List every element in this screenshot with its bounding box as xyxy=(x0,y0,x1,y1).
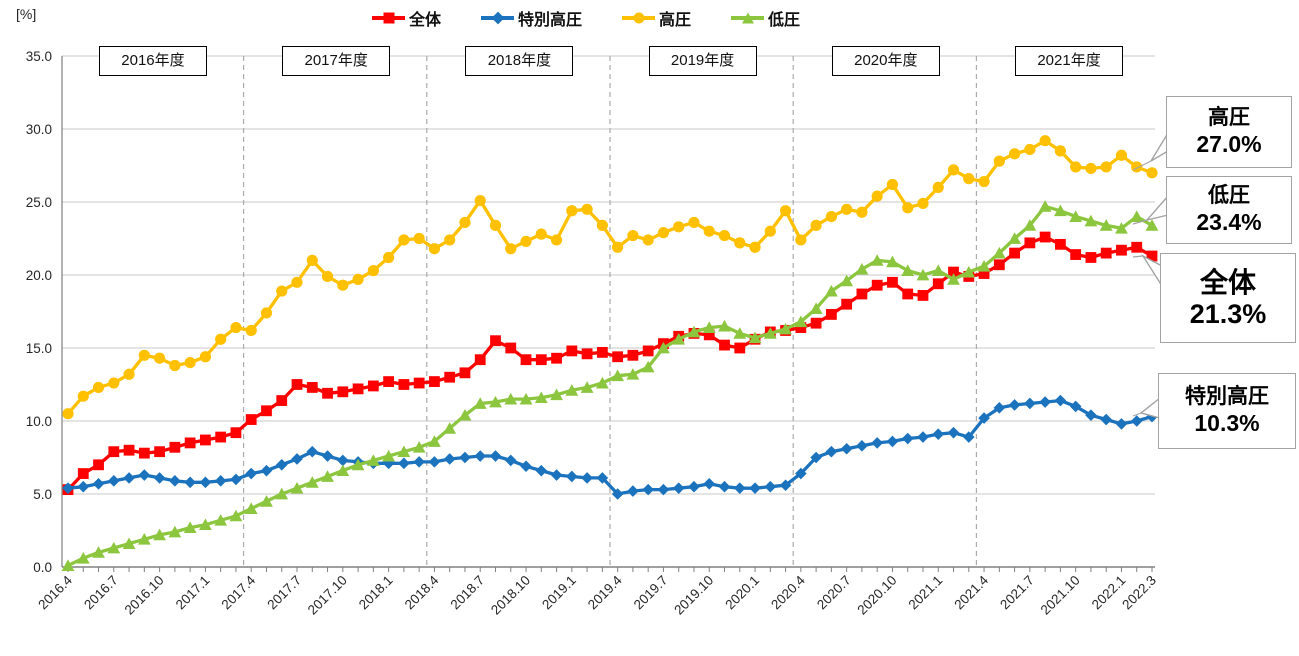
x-tick-label: 2017.10 xyxy=(305,573,350,618)
legend-line-tokubetsu-koatsu xyxy=(481,11,515,25)
y-tick-label: 5.0 xyxy=(33,487,52,502)
x-tick-label: 2019.4 xyxy=(585,572,625,612)
legend-line-teiatsu xyxy=(731,12,765,24)
legend-line-koatsu xyxy=(622,12,656,24)
square-marker-icon xyxy=(383,12,394,24)
y-axis-unit-label: [%] xyxy=(16,6,37,22)
callout-tokubetsu-koatsu: 特別高圧 10.3% xyxy=(1158,373,1296,449)
y-tick-label: 35.0 xyxy=(26,49,52,64)
legend-label-tokubetsu-koatsu: 特別高圧 xyxy=(518,12,583,29)
x-tick-label: 2018.7 xyxy=(448,573,488,613)
x-tick-label: 2019.10 xyxy=(671,573,716,618)
callout-koatsu: 高圧 27.0% xyxy=(1166,96,1292,168)
callout-teiatsu-value: 23.4% xyxy=(1196,208,1262,235)
x-tick-label: 2020.1 xyxy=(722,573,762,613)
x-tick-label: 2022.3 xyxy=(1119,573,1159,613)
x-tick-label: 2016.4 xyxy=(35,572,75,612)
legend-item-teiatsu: 低圧 xyxy=(731,6,800,30)
x-tick-label: 2020.7 xyxy=(814,573,854,613)
y-tick-label: 0.0 xyxy=(33,560,52,575)
callout-koatsu-value: 27.0% xyxy=(1196,130,1262,157)
series-teiatsu-line xyxy=(67,204,1153,567)
x-tick-label: 2021.10 xyxy=(1038,573,1083,618)
year-box-2017: 2017年度 xyxy=(282,46,391,76)
callout-zentai: 全体 21.3% xyxy=(1160,253,1296,343)
legend-line-zentai xyxy=(372,12,405,24)
legend-item-koatsu: 高圧 xyxy=(622,6,691,30)
callout-teiatsu-title: 低圧 xyxy=(1208,184,1250,208)
year-box-2020: 2020年度 xyxy=(831,46,940,76)
year-box-2021: 2021年度 xyxy=(1015,46,1124,76)
series-koatsu xyxy=(62,135,1158,420)
circle-marker-icon xyxy=(633,12,645,24)
x-tick-label: 2021.7 xyxy=(997,573,1037,613)
x-tick-label: 2017.4 xyxy=(219,572,259,612)
y-tick-label: 10.0 xyxy=(26,414,52,429)
year-box-2016: 2016年度 xyxy=(98,46,207,76)
year-separators xyxy=(242,56,978,567)
legend-label-zentai: 全体 xyxy=(409,12,442,29)
y-tick-label: 20.0 xyxy=(26,268,52,283)
y-tick-label: 30.0 xyxy=(26,122,52,137)
x-tick-label: 2020.4 xyxy=(768,572,808,612)
y-tick-label: 15.0 xyxy=(26,341,52,356)
x-tick-label: 2017.1 xyxy=(173,573,213,613)
legend-item-tokubetsu-koatsu: 特別高圧 xyxy=(481,6,582,30)
x-axis: 2016.4 2016.7 2016.10 2017.1 2017.4 2017.7 201… xyxy=(35,567,1159,618)
callout-zentai-title: 全体 xyxy=(1199,266,1256,298)
y-tick-label: 25.0 xyxy=(26,195,52,210)
x-tick-label: 2018.4 xyxy=(402,572,442,612)
triangle-marker-icon xyxy=(741,12,754,24)
x-tick-label: 2021.1 xyxy=(906,573,946,613)
x-tick-label: 2018.10 xyxy=(488,573,533,618)
x-tick-label: 2019.1 xyxy=(539,573,579,613)
x-tick-label: 2020.10 xyxy=(854,573,899,618)
legend-label-koatsu: 高圧 xyxy=(659,12,692,29)
callout-teiatsu: 低圧 23.4% xyxy=(1166,176,1292,244)
x-tick-label: 2018.1 xyxy=(356,573,396,613)
callout-tails xyxy=(1132,130,1169,419)
x-tick-label: 2021.4 xyxy=(951,572,991,612)
legend-label-teiatsu: 低圧 xyxy=(768,12,801,29)
callout-koatsu-title: 高圧 xyxy=(1208,106,1250,130)
callout-tokubetsu-koatsu-value: 10.3% xyxy=(1194,409,1260,436)
year-box-2018: 2018年度 xyxy=(465,46,574,76)
x-tick-label: 2016.7 xyxy=(81,573,121,613)
x-tick-label: 2016.10 xyxy=(122,573,167,618)
series-teiatsu xyxy=(61,200,1159,571)
callout-tokubetsu-koatsu-title: 特別高圧 xyxy=(1185,385,1269,409)
year-box-2019: 2019年度 xyxy=(648,46,757,76)
x-tick-label: 2019.7 xyxy=(631,573,671,613)
callout-zentai-value: 21.3% xyxy=(1189,298,1267,329)
x-tick-label: 2017.7 xyxy=(264,573,304,613)
gridlines: 0.0 5.0 10.0 15.0 20.0 25.0 30.0 35.0 xyxy=(26,49,1155,575)
legend: 全体 特別高圧 高圧 低圧 xyxy=(372,6,800,30)
legend-item-zentai: 全体 xyxy=(372,6,441,30)
